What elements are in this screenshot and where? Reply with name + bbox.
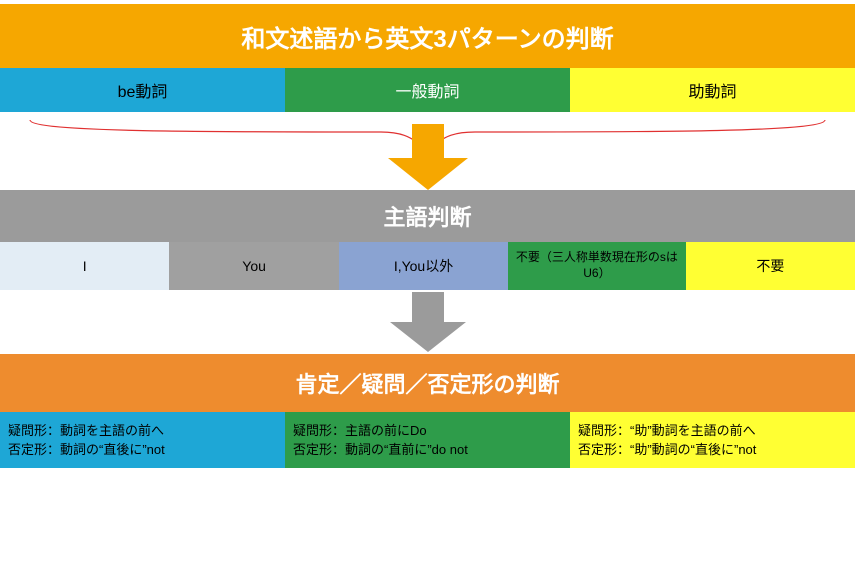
section3-title: 肯定／疑問／否定形の判断 — [0, 354, 855, 412]
result-general: 疑問形：主語の前にDo 否定形：動詞の“直前に”do not — [285, 412, 570, 468]
arrow-1 — [388, 124, 468, 190]
subject-i: I — [0, 242, 169, 290]
gap-2 — [0, 290, 855, 354]
section2-title: 主語判断 — [0, 190, 855, 242]
result-be-n: 否定形：動詞の“直後に”not — [8, 440, 277, 460]
result-aux: 疑問形：“助”動詞を主語の前へ 否定形：“助”動詞の“直後に”not — [570, 412, 855, 468]
subject-none1: 不要（三人称単数現在形のsはU6） — [508, 242, 685, 290]
subject-row: I You I,You以外 不要（三人称単数現在形のsはU6） 不要 — [0, 242, 855, 290]
category-general: 一般動詞 — [285, 68, 570, 112]
result-be-q: 疑問形：動詞を主語の前へ — [8, 421, 277, 441]
result-aux-q: 疑問形：“助”動詞を主語の前へ — [578, 421, 847, 441]
gap-1 — [0, 112, 855, 190]
result-aux-n: 否定形：“助”動詞の“直後に”not — [578, 440, 847, 460]
subject-none2: 不要 — [686, 242, 855, 290]
category-be: be動詞 — [0, 68, 285, 112]
result-be: 疑問形：動詞を主語の前へ 否定形：動詞の“直後に”not — [0, 412, 285, 468]
section1-title: 和文述語から英文3パターンの判断 — [0, 4, 855, 68]
result-general-n: 否定形：動詞の“直前に”do not — [293, 440, 562, 460]
category-aux: 助動詞 — [570, 68, 855, 112]
arrow-2 — [390, 292, 466, 352]
subject-you: You — [169, 242, 338, 290]
result-general-q: 疑問形：主語の前にDo — [293, 421, 562, 441]
subject-other: I,You以外 — [339, 242, 508, 290]
category-row: be動詞 一般動詞 助動詞 — [0, 68, 855, 112]
result-row: 疑問形：動詞を主語の前へ 否定形：動詞の“直後に”not 疑問形：主語の前にDo… — [0, 412, 855, 468]
